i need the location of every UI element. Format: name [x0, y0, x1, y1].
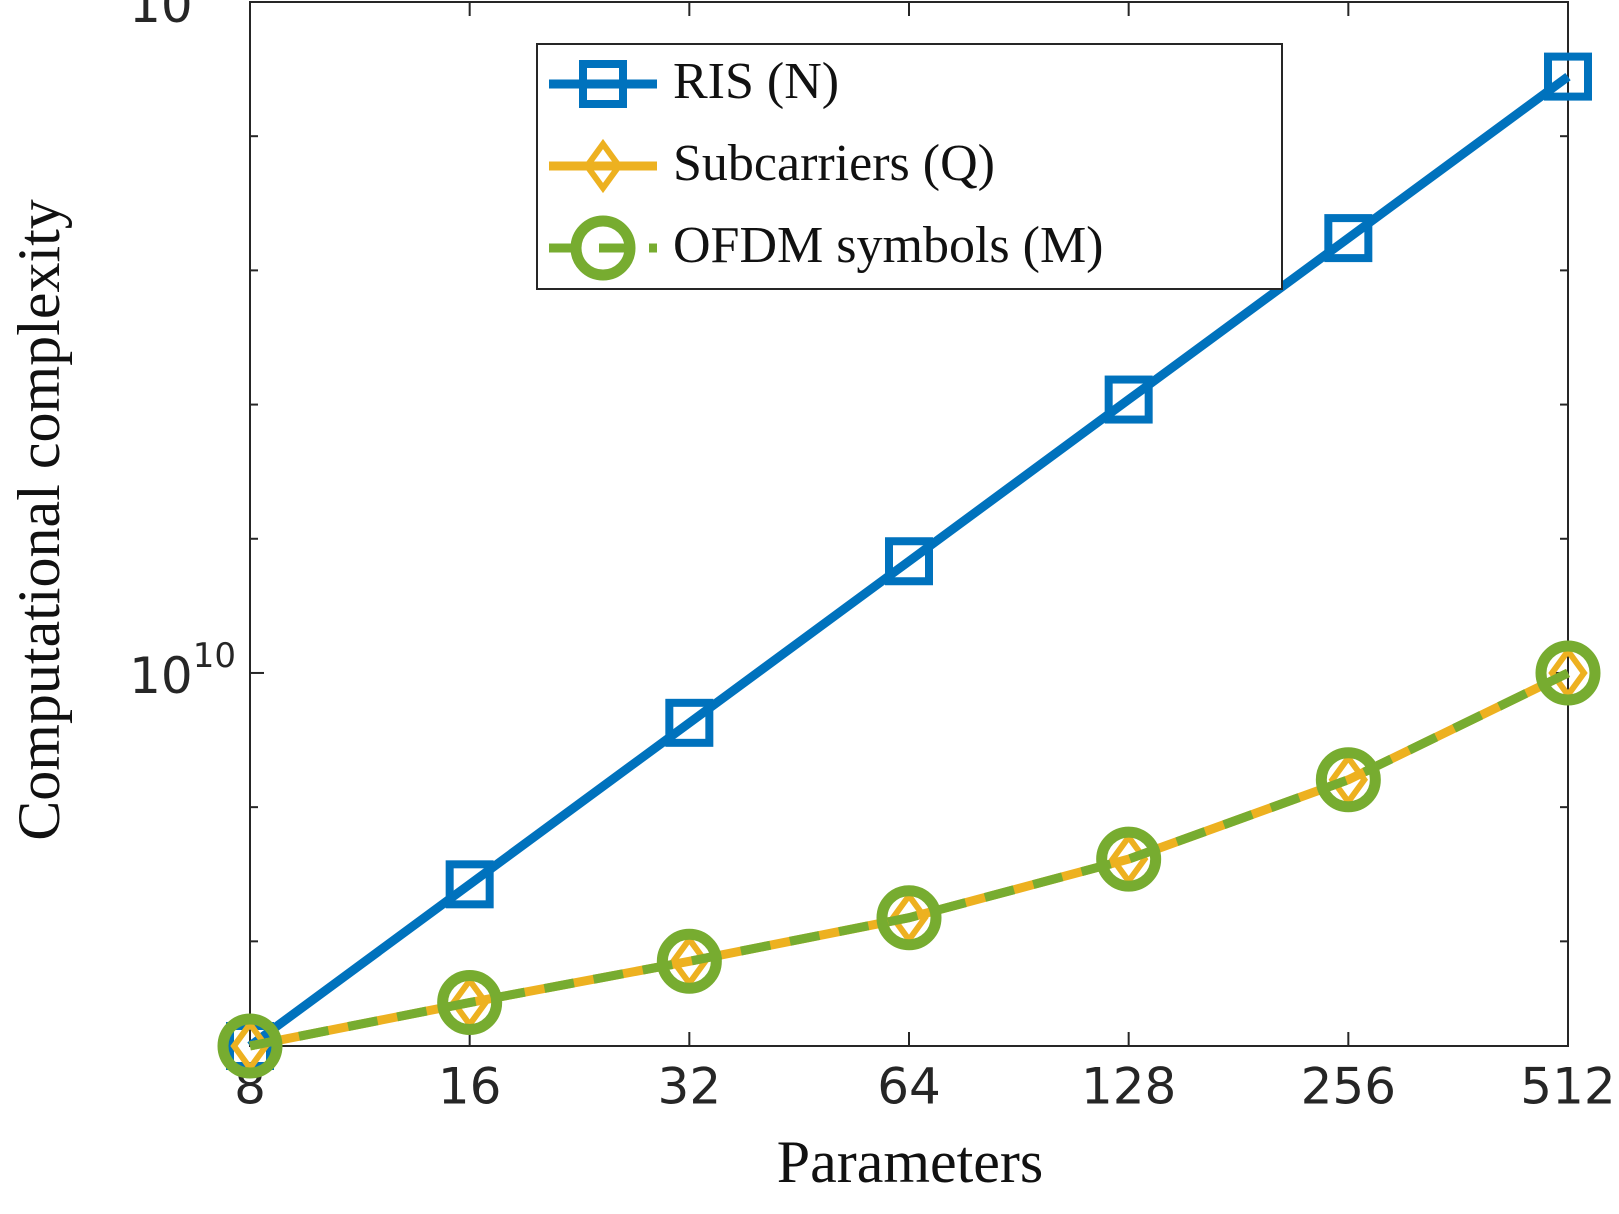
x-tick-label: 32	[658, 1058, 722, 1116]
x-tick-label: 16	[438, 1058, 502, 1116]
marker	[579, 60, 627, 108]
marker	[1315, 747, 1381, 813]
x-tick-label: 64	[877, 1058, 941, 1116]
legend-label: Subcarriers (Q)	[673, 135, 995, 192]
marker	[1535, 640, 1601, 706]
marker	[656, 928, 722, 994]
marker	[1544, 52, 1592, 101]
marker	[1096, 826, 1162, 892]
marker	[1324, 214, 1373, 263]
marker	[583, 138, 623, 194]
y-tick-label: 1010	[129, 635, 236, 704]
marker	[876, 885, 942, 951]
legend-label: OFDM symbols (M)	[673, 217, 1104, 274]
y-tick-label: 1015	[129, 0, 236, 34]
x-tick-label: 128	[1081, 1058, 1176, 1116]
marker	[665, 698, 714, 747]
marker	[1104, 375, 1153, 424]
x-tick-label: 256	[1301, 1058, 1396, 1116]
legend-label: RIS (N)	[673, 53, 839, 110]
x-tick-label: 512	[1520, 1058, 1615, 1116]
marker	[217, 1013, 283, 1079]
legend-box	[536, 43, 1283, 290]
marker	[437, 970, 503, 1036]
marker	[570, 215, 636, 281]
legend: RIS (N) Subcarriers (Q) OFDM symbols (M)	[536, 43, 1283, 290]
marker	[885, 537, 933, 586]
series-line	[249, 668, 1570, 1051]
series-line	[247, 72, 1571, 1050]
x-axis-label: Parameters	[777, 1129, 1044, 1195]
y-axis-label: Computational complexity	[6, 199, 72, 841]
marker	[445, 860, 494, 909]
